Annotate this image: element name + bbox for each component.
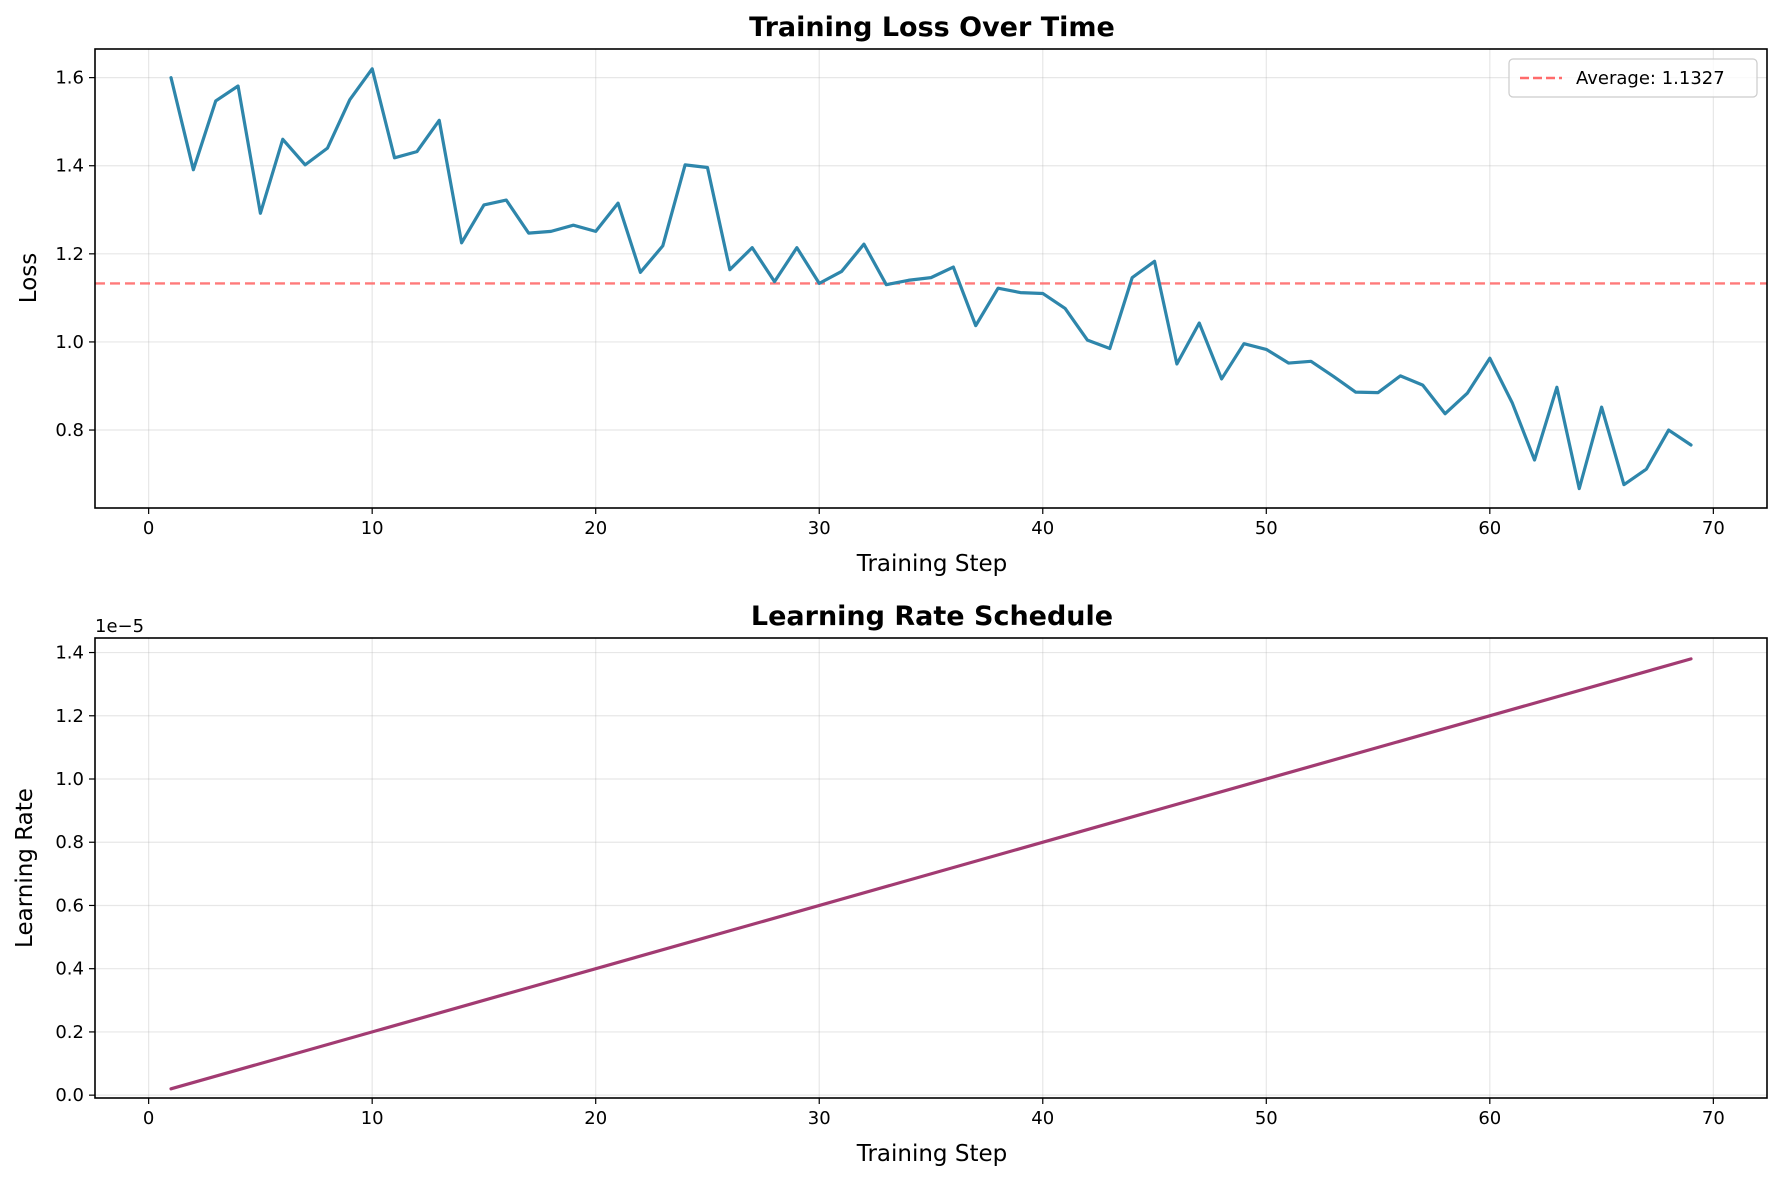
lr-x-tick-label: 10 — [361, 1108, 384, 1129]
legend-label-average: Average: 1.1327 — [1576, 68, 1725, 89]
loss-y-tick-label: 1.6 — [55, 68, 84, 89]
loss-legend: Average: 1.1327 — [1508, 58, 1758, 98]
lr-x-tick-label: 40 — [1031, 1108, 1054, 1129]
lr-y-tick-label: 1.0 — [55, 769, 84, 790]
loss-grid — [95, 49, 1767, 508]
lr-chart-title: Learning Rate Schedule — [751, 601, 1113, 632]
lr-y-offset-label: 1e−5 — [95, 616, 144, 637]
lr-series-line — [169, 657, 1693, 1091]
loss-series-layer — [169, 67, 1693, 491]
lr-plot-frame — [94, 637, 1768, 1099]
lr-y-ticks: 0.0 0.2 0.4 0.6 0.8 1.0 1.2 1.4 — [55, 643, 95, 1106]
loss-y-ticks: 0.8 1.0 1.2 1.4 1.6 — [55, 68, 95, 441]
lr-x-tick-label: 50 — [1255, 1108, 1278, 1129]
lr-subplot: Learning Rate Schedule 1e−5 0 10 20 30 40 50 6… — [12, 601, 1768, 1167]
lr-y-tick-label: 0.0 — [55, 1085, 84, 1106]
loss-x-ticks: 0 10 20 30 40 50 60 70 — [143, 508, 1725, 539]
loss-x-tick-label: 60 — [1478, 518, 1501, 539]
loss-x-tick-label: 40 — [1031, 518, 1054, 539]
lr-series-layer — [169, 657, 1693, 1091]
loss-x-tick-label: 20 — [584, 518, 607, 539]
lr-x-tick-label: 0 — [143, 1108, 154, 1129]
loss-plot-frame — [94, 48, 1768, 509]
loss-subplot: Training Loss Over Time 0 10 20 30 40 50 60 70 … — [16, 12, 1768, 577]
loss-chart-title: Training Loss Over Time — [749, 12, 1115, 43]
lr-x-ticks: 0 10 20 30 40 50 60 70 — [143, 1098, 1725, 1129]
lr-x-tick-label: 30 — [808, 1108, 831, 1129]
loss-x-tick-label: 0 — [143, 518, 154, 539]
loss-y-tick-label: 1.0 — [55, 332, 84, 353]
loss-y-tick-label: 1.4 — [55, 156, 84, 177]
loss-series-line — [169, 67, 1693, 491]
loss-x-tick-label: 30 — [808, 518, 831, 539]
lr-y-tick-label: 0.2 — [55, 1022, 84, 1043]
lr-y-tick-label: 0.8 — [55, 832, 84, 853]
lr-y-tick-label: 0.4 — [55, 959, 84, 980]
lr-x-tick-label: 60 — [1478, 1108, 1501, 1129]
loss-x-tick-label: 50 — [1255, 518, 1278, 539]
loss-y-tick-label: 1.2 — [55, 244, 84, 265]
lr-y-tick-label: 1.4 — [55, 643, 84, 664]
legend-box — [1508, 58, 1758, 98]
loss-y-tick-label: 0.8 — [55, 420, 84, 441]
loss-x-axis-label: Training Step — [856, 551, 1007, 577]
lr-y-tick-label: 1.2 — [55, 706, 84, 727]
loss-y-axis-label: Loss — [16, 253, 42, 303]
lr-x-tick-label: 70 — [1702, 1108, 1725, 1129]
lr-x-axis-label: Training Step — [856, 1141, 1007, 1167]
loss-x-tick-label: 10 — [361, 518, 384, 539]
loss-x-tick-label: 70 — [1702, 518, 1725, 539]
lr-y-tick-label: 0.6 — [55, 895, 84, 916]
lr-y-axis-label: Learning Rate — [12, 788, 38, 948]
lr-x-tick-label: 20 — [584, 1108, 607, 1129]
